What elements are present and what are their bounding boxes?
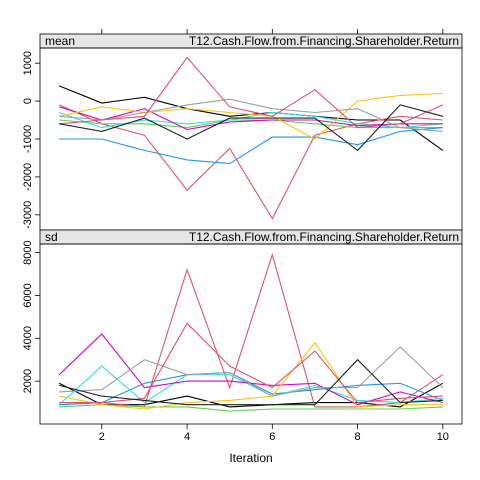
y-tick-label: 8000 [22,240,34,264]
y-tick-label: 1000 [22,51,34,75]
series-line-sd-2 [59,252,444,408]
series-line-sd-3 [59,404,443,412]
y-tick-label: 2000 [22,369,34,393]
series-line-sd-9 [59,322,443,404]
series-line-mean-9 [59,56,444,129]
series-line-mean-7 [59,92,443,140]
series-line-sd-10 [59,358,443,406]
x-tick-label: 8 [355,431,361,443]
strip-variable-label: T12.Cash.Flow.from.Financing.Shareholder… [189,230,459,244]
series-line-mean-8 [59,98,443,132]
x-axis-title: Iteration [229,451,272,465]
series-line-mean-4 [59,127,443,165]
series-line-sd-5 [58,365,443,406]
strip-label: mean [45,34,75,48]
series-line-mean-6 [59,106,443,131]
y-tick-label: 0 [22,98,34,104]
x-tick-label: 10 [437,431,449,443]
panel-box-sd [39,243,463,425]
x-tick-label: 4 [184,431,190,443]
series-line-sd-6 [58,333,443,406]
y-tick-label: 6000 [22,283,34,307]
x-tick-label: 2 [99,431,105,443]
y-tick-label: -3000 [22,201,34,229]
series-line-sd-8 [59,346,444,397]
y-tick-label: -1000 [22,125,34,153]
series-line-mean-2 [58,104,443,220]
x-tick-label: 6 [269,431,275,443]
series-line-sd-7 [59,341,443,410]
y-tick-label: -2000 [22,163,34,191]
series-line-mean-10 [59,104,443,152]
y-tick-label: 4000 [22,326,34,350]
strip-variable-label: T12.Cash.Flow.from.Financing.Shareholder… [189,34,459,48]
strip-label: sd [45,230,58,244]
